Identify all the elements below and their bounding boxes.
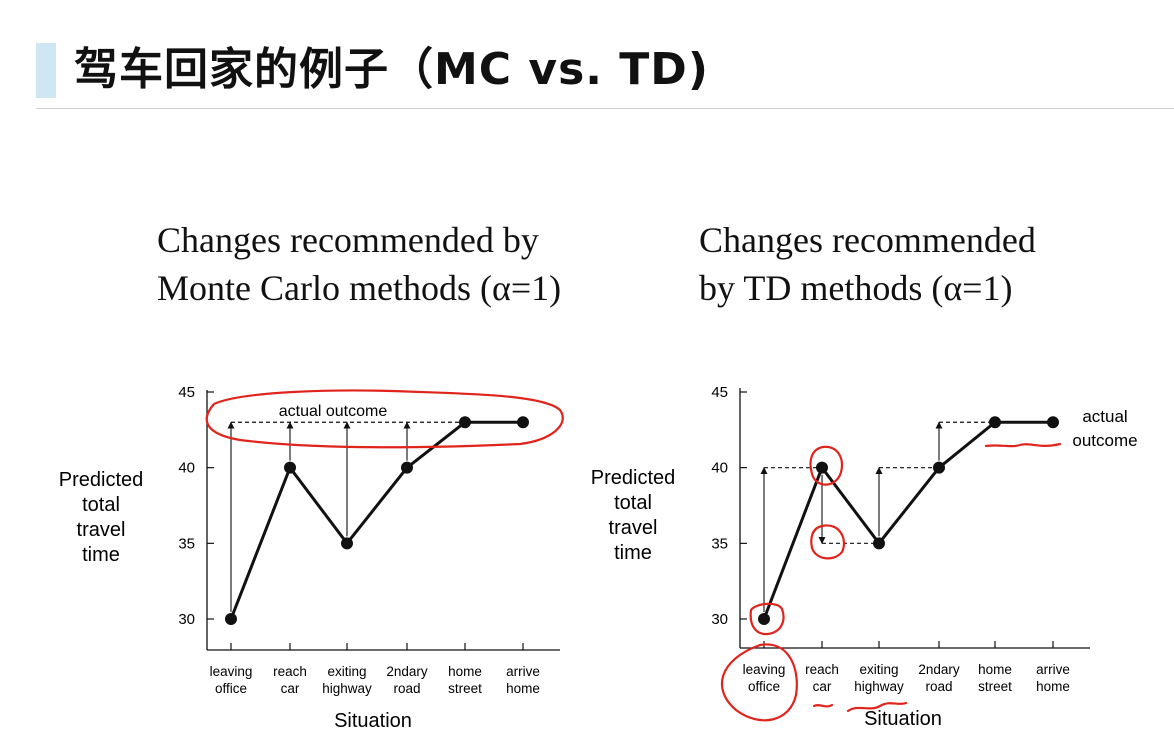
td-data-point xyxy=(816,461,828,474)
td-data-point xyxy=(1047,416,1059,429)
mc-data-point xyxy=(225,613,237,625)
mc-y-tick-label: 35 xyxy=(178,535,195,552)
mc-category-label: highway xyxy=(322,681,372,696)
mc-data-point xyxy=(459,416,471,429)
mc-series-line xyxy=(229,420,523,620)
mc-y-tick-label: 45 xyxy=(178,384,195,401)
mc-y-axis-label: Predicted xyxy=(59,469,144,491)
mc-y-axis-label: total xyxy=(82,494,120,516)
td-data-point xyxy=(758,613,770,625)
pen-circle-leaving-office-label xyxy=(720,643,798,722)
td-data-point xyxy=(933,461,945,474)
mc-y-tick-label: 30 xyxy=(178,611,195,628)
pen-mark-reach-car xyxy=(812,703,834,708)
td-series-line xyxy=(762,420,1053,620)
td-category-label: home xyxy=(1036,679,1070,694)
mc-category-label: leaving xyxy=(210,664,253,679)
mc-y-tick-label: 40 xyxy=(178,460,195,477)
pen-underline-exiting-highway xyxy=(846,701,908,713)
td-caption-line-2: by TD methods (α=1) xyxy=(699,268,1013,308)
slide-title: 驾车回家的例子（MC vs. TD) xyxy=(74,44,709,95)
pen-circle-reach-car xyxy=(809,445,844,486)
mc-annotation: actual outcome xyxy=(279,403,388,420)
mc-chart: 30 35 40 45 Predicted total travel time leaving o… xyxy=(59,384,560,732)
td-y-tick-label: 40 xyxy=(711,460,728,477)
mc-category-label: exiting xyxy=(327,664,366,679)
mc-caption-line-1: Changes recommended by xyxy=(157,220,539,260)
mc-x-axis-label: Situation xyxy=(334,710,412,732)
pen-underline-actual-outcome xyxy=(984,442,1062,448)
td-y-axis-label: Predicted xyxy=(591,467,676,489)
mc-category-label: reach xyxy=(273,664,307,679)
td-category-label: leaving xyxy=(743,662,786,677)
mc-data-point xyxy=(517,416,529,429)
td-category-label: highway xyxy=(854,679,904,694)
td-y-tick-label: 30 xyxy=(711,611,728,628)
td-x-axis-label: Situation xyxy=(864,708,942,730)
pen-box-leaving-office xyxy=(749,602,785,636)
mc-y-axis-label: time xyxy=(82,544,120,566)
pen-circle-35 xyxy=(810,524,846,560)
mc-category-label: home xyxy=(448,664,482,679)
mc-category-label: road xyxy=(393,681,420,696)
td-category-label: arrive xyxy=(1036,662,1070,677)
td-category-label: home xyxy=(978,662,1012,677)
td-y-axis-label: travel xyxy=(609,517,658,539)
td-category-label: car xyxy=(813,679,832,694)
mc-category-label: office xyxy=(215,681,247,696)
mc-y-axis-label: travel xyxy=(77,519,126,541)
mc-category-label: home xyxy=(506,681,540,696)
mc-data-point xyxy=(401,461,413,474)
mc-category-label: arrive xyxy=(506,664,540,679)
pen-ellipse-actual-outcome xyxy=(205,389,564,449)
mc-category-label: street xyxy=(448,681,482,696)
td-category-label: road xyxy=(925,679,952,694)
td-y-axis-label: time xyxy=(614,542,652,564)
td-annotation: outcome xyxy=(1072,431,1137,450)
mc-category-label: 2ndary xyxy=(386,664,428,679)
td-annotation: actual xyxy=(1082,407,1127,426)
mc-caption-line-2: Monte Carlo methods (α=1) xyxy=(157,268,562,308)
td-caption-line-1: Changes recommended xyxy=(699,220,1036,260)
mc-data-point xyxy=(341,537,353,550)
td-data-point xyxy=(873,537,885,550)
td-y-axis-label: total xyxy=(614,492,652,514)
td-category-label: street xyxy=(978,679,1012,694)
td-category-label: reach xyxy=(805,662,839,677)
td-chart: 30 35 40 45 Predicted total travel time leaving o… xyxy=(591,384,1138,730)
title-divider xyxy=(36,108,1174,109)
td-category-label: exiting xyxy=(859,662,898,677)
title-accent-bar xyxy=(36,43,56,98)
td-category-label: 2ndary xyxy=(918,662,960,677)
mc-category-label: car xyxy=(281,681,300,696)
td-y-tick-label: 45 xyxy=(711,384,728,401)
td-category-label: office xyxy=(748,679,780,694)
mc-data-point xyxy=(284,461,296,474)
mc-annotation-bg xyxy=(262,400,404,420)
td-y-tick-label: 35 xyxy=(711,535,728,552)
td-data-point xyxy=(989,416,1001,429)
